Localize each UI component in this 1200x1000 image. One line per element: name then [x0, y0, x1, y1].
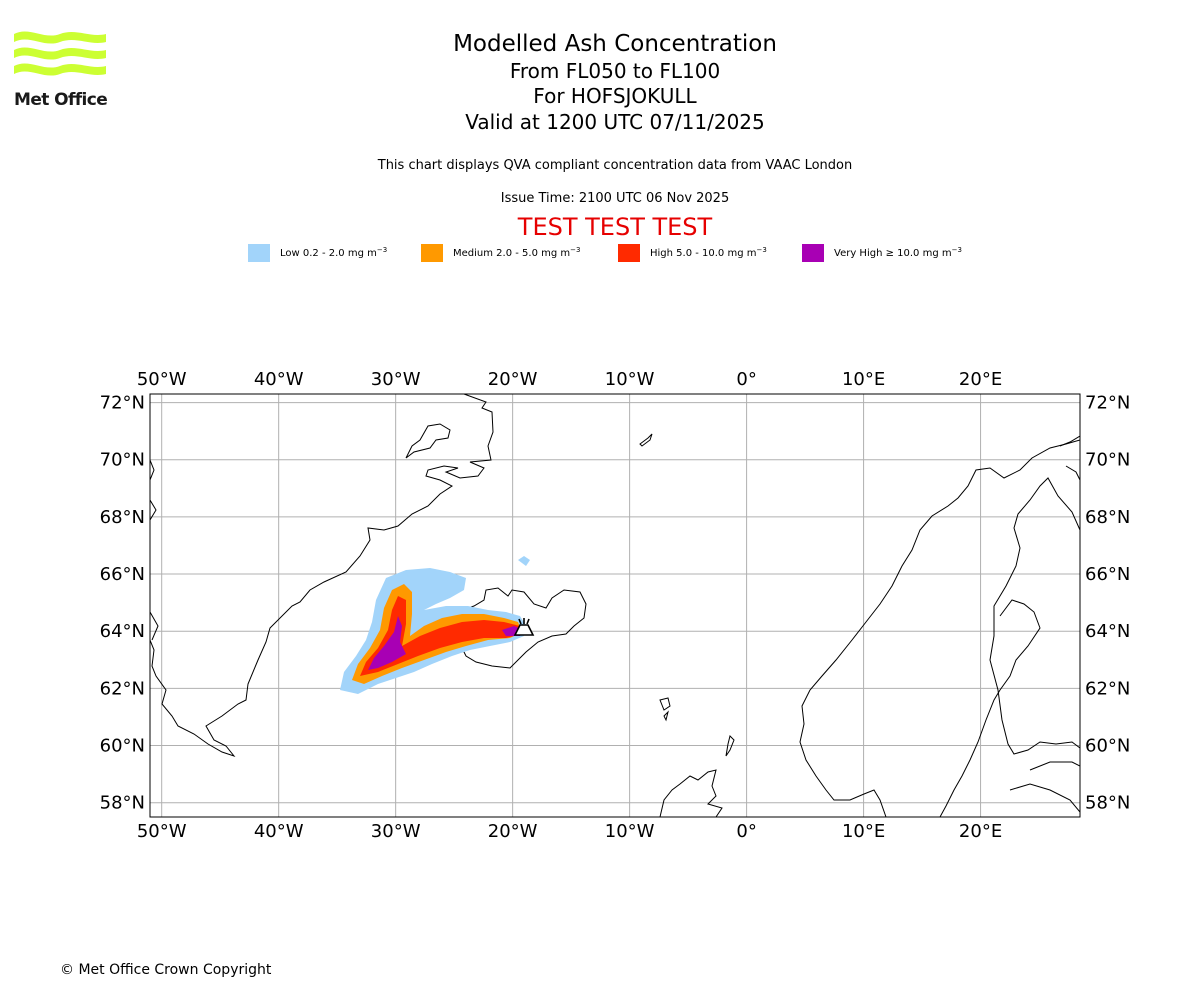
tick-label-lat-left: 62°N — [100, 678, 145, 699]
tick-label-lon-bottom: 40°W — [254, 821, 304, 842]
tick-label-lat-right: 70°N — [1085, 450, 1130, 471]
tick-label-lon-top: 30°W — [371, 369, 421, 390]
tick-label-lon-top: 10°E — [842, 369, 885, 390]
map-frame — [149, 393, 1081, 818]
coastline-jan-mayen — [639, 433, 653, 447]
legend-label-low: Low 0.2 - 2.0 mg m — [280, 248, 377, 259]
legend-label-medium: Medium 2.0 - 5.0 mg m — [453, 248, 571, 259]
tick-label-lat-left: 58°N — [100, 793, 145, 814]
met-office-waves-icon — [14, 31, 106, 76]
coastline-sweden-finland — [989, 477, 1080, 755]
legend-unit-exponent: −3 — [951, 246, 962, 254]
tick-label-lon-bottom: 20°E — [959, 821, 1002, 842]
coastline-greenland-east-islands — [405, 423, 451, 459]
tick-label-lat-left: 66°N — [100, 564, 145, 585]
tick-label-lon-top: 40°W — [254, 369, 304, 390]
tick-label-lat-left: 64°N — [100, 621, 145, 642]
legend-label-very-high: Very High ≥ 10.0 mg m — [834, 248, 952, 259]
valid-time: Valid at 1200 UTC 07/11/2025 — [465, 110, 765, 134]
tick-label-lon-top: 0° — [736, 369, 756, 390]
legend-label-high: High 5.0 - 10.0 mg m — [650, 248, 757, 259]
legend-unit-exponent: −3 — [570, 246, 581, 254]
axis-labels: 50°W 50°W 40°W 40°W 30°W 30°W 20°W 20°W 10°W 10°W… — [100, 369, 1131, 842]
ash-cloud — [340, 556, 530, 694]
coastline-baltic-islands — [1009, 761, 1080, 813]
tick-label-lon-bottom: 50°W — [137, 821, 187, 842]
chart-title: Modelled Ash Concentration — [453, 31, 777, 57]
chart-description: This chart displays QVA compliant concen… — [377, 158, 853, 173]
tick-label-lat-right: 60°N — [1085, 736, 1130, 757]
chart-titles: Modelled Ash Concentration From FL050 to… — [0, 30, 1200, 136]
tick-label-lat-left: 70°N — [100, 450, 145, 471]
coastline-sweden-east — [939, 599, 1041, 817]
legend-swatch-very-high — [802, 244, 824, 262]
tick-label-lon-bottom: 10°E — [842, 821, 885, 842]
tick-label-lon-bottom: 10°W — [605, 821, 655, 842]
coastline-shetland — [725, 735, 735, 757]
tick-label-lat-left: 72°N — [100, 393, 145, 414]
legend-swatch-low — [248, 244, 270, 262]
volcano-name: For HOFSJOKULL — [533, 84, 697, 108]
graticule — [150, 394, 1080, 817]
coastline-greenland — [150, 394, 494, 758]
coastline-svalbard-edge — [1059, 435, 1080, 481]
tick-label-lon-bottom: 0° — [736, 821, 756, 842]
tick-label-lat-right: 62°N — [1085, 678, 1130, 699]
ash-layer-very-high — [368, 616, 406, 670]
legend-unit-exponent: −3 — [756, 246, 767, 254]
coastline-greenland-west-edge — [150, 459, 159, 641]
legend-swatch-medium — [421, 244, 443, 262]
tick-label-lon-top: 10°W — [605, 369, 655, 390]
tick-label-lat-right: 68°N — [1085, 507, 1130, 528]
coastline-faroe — [659, 697, 671, 722]
issue-time: Issue Time: 2100 UTC 06 Nov 2025 — [500, 191, 730, 206]
tick-label-lat-right: 72°N — [1085, 393, 1130, 414]
tick-label-lon-top: 50°W — [137, 369, 187, 390]
ash-layer-low-patch — [518, 556, 530, 566]
coastline-norway — [799, 439, 1080, 817]
tick-label-lat-left: 68°N — [100, 507, 145, 528]
volcano-icon — [513, 618, 535, 636]
legend-swatch-high — [618, 244, 640, 262]
legend-unit-exponent: −3 — [376, 246, 388, 254]
test-banner: TEST TEST TEST — [517, 213, 713, 241]
met-office-logo: Met Office — [14, 30, 109, 112]
tick-label-lon-bottom: 20°W — [488, 821, 538, 842]
flight-levels: From FL050 to FL100 — [509, 59, 721, 83]
tick-label-lat-right: 58°N — [1085, 793, 1130, 814]
copyright: © Met Office Crown Copyright — [60, 962, 272, 978]
coastline-scotland — [659, 769, 723, 817]
logo-text: Met Office — [14, 90, 108, 110]
tick-label-lat-right: 64°N — [1085, 621, 1130, 642]
tick-label-lat-right: 66°N — [1085, 564, 1130, 585]
tick-label-lon-top: 20°W — [488, 369, 538, 390]
tick-label-lon-bottom: 30°W — [371, 821, 421, 842]
tick-label-lon-top: 20°E — [959, 369, 1002, 390]
tick-label-lat-left: 60°N — [100, 736, 145, 757]
